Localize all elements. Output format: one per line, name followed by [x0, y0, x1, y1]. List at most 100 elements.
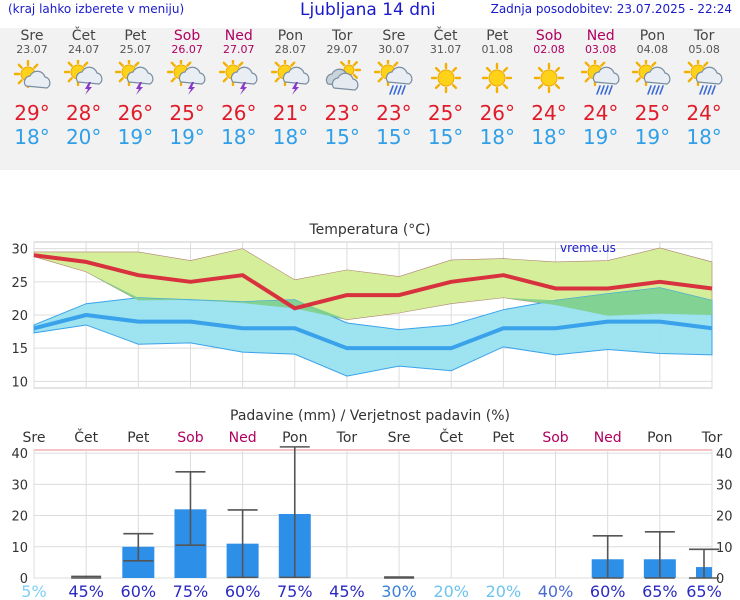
- sun-rain-icon: [373, 60, 413, 95]
- day-name: Sob: [535, 28, 563, 44]
- precipitation-y-tick-right: 40: [716, 447, 733, 462]
- day-date: 04.08: [636, 43, 669, 56]
- max-temperature: 26°: [479, 101, 516, 125]
- min-temperature: 19°: [169, 125, 205, 149]
- sun-thunderstorm-icon: [218, 60, 258, 95]
- max-temperature: 24°: [582, 101, 619, 125]
- min-temperature: 18°: [272, 125, 309, 149]
- day-date: 28.07: [274, 43, 307, 56]
- max-temperature: 23°: [376, 101, 412, 125]
- precipitation-probability: 65%: [642, 582, 678, 600]
- min-temperature: 18°: [479, 125, 516, 149]
- max-temperature: 24°: [531, 101, 567, 125]
- sun-thunderstorm-icon: [167, 60, 206, 95]
- temperature-y-tick: 15: [11, 342, 28, 357]
- sunny-icon: [533, 62, 565, 94]
- precipitation-probability: 20%: [486, 582, 522, 600]
- min-temperature: 19°: [634, 125, 671, 149]
- min-temperature: 15°: [376, 125, 412, 149]
- day-column: Sre 23.07 29° 18°: [6, 28, 58, 148]
- partly-cloudy-icon: [13, 60, 51, 89]
- page-title: Ljubljana 14 dni: [300, 0, 436, 20]
- min-temperature-line: [33, 313, 713, 351]
- sun-rain-icon: [580, 60, 620, 95]
- max-temperature: 25°: [427, 101, 464, 125]
- header: (kraj lahko izberete v meniju) Ljubljana…: [0, 0, 740, 24]
- precipitation-probability: 60%: [590, 582, 626, 600]
- precipitation-probability: 60%: [121, 582, 157, 600]
- sun-thunderstorm-icon: [270, 60, 309, 95]
- precipitation-probability: 75%: [173, 582, 209, 600]
- day-name: Ned: [224, 28, 253, 44]
- precipitation-probability: 60%: [225, 582, 261, 600]
- temperature-chart-title: Temperatura (°C): [308, 222, 430, 238]
- sun-thunderstorm-icon: [115, 60, 154, 95]
- day-name: Čet: [433, 28, 458, 44]
- precipitation-probability: 45%: [68, 582, 104, 600]
- precipitation-chart-title: Padavine (mm) / Verjetnost padavin (%): [230, 408, 510, 424]
- precipitation-probability: 20%: [433, 582, 469, 600]
- precipitation-probability: 30%: [381, 582, 417, 600]
- precipitation-probability: 5%: [21, 582, 46, 600]
- day-column: Sob 02.08 24° 18°: [523, 28, 575, 148]
- location-menu-hint[interactable]: (kraj lahko izberete v meniju): [8, 2, 185, 16]
- precipitation-probability: 45%: [329, 582, 365, 600]
- sunny-icon: [430, 62, 461, 94]
- cloudy-icon: [326, 60, 362, 91]
- band-overlap: [34, 256, 712, 320]
- precipitation-y-tick-left: 40: [11, 447, 28, 462]
- day-column: Sob 26.07 25° 19°: [161, 28, 213, 148]
- precipitation-y-tick-left: 10: [11, 541, 28, 556]
- temperature-y-tick: 20: [11, 309, 28, 324]
- precipitation-y-tick-right: 30: [716, 478, 733, 493]
- max-temperature: 23°: [324, 101, 360, 125]
- precipitation-y-tick-left: 30: [11, 478, 28, 493]
- precipitation-x-label: Sob: [177, 430, 203, 446]
- day-date: 24.07: [67, 43, 100, 56]
- day-name: Tor: [693, 28, 715, 44]
- precipitation-y-tick-right: 20: [716, 510, 733, 525]
- min-temperature: 18°: [531, 125, 567, 149]
- day-column: Pon 04.08 25° 19°: [626, 28, 678, 148]
- max-temperature: 25°: [169, 101, 205, 125]
- day-name: Sre: [382, 28, 406, 44]
- day-date: 25.07: [119, 43, 152, 56]
- precipitation-probability: 75%: [277, 582, 313, 600]
- day-column: Sre 30.07 23° 15°: [368, 28, 420, 148]
- precipitation-x-label: Sre: [23, 430, 46, 446]
- min-temperature: 15°: [324, 125, 360, 149]
- day-name: Pet: [486, 28, 509, 44]
- temperature-y-tick: 10: [11, 375, 28, 390]
- day-column: Pet 25.07 26° 19°: [109, 28, 161, 148]
- min-temperature: 20°: [65, 125, 102, 149]
- precipitation-y-tick-right: 0: [716, 572, 724, 587]
- precipitation-x-label: Ned: [229, 430, 257, 446]
- max-temperature: 24°: [686, 101, 722, 125]
- day-name: Tor: [331, 28, 353, 44]
- day-column: Čet 31.07 25° 15°: [420, 28, 472, 148]
- day-name: Sob: [173, 28, 201, 44]
- precipitation-y-tick-left: 0: [20, 572, 28, 587]
- sun-rain-icon: [632, 60, 671, 95]
- day-date: 03.08: [584, 43, 617, 56]
- day-date: 26.07: [171, 43, 203, 56]
- day-column: Pet 01.08 26° 18°: [471, 28, 523, 148]
- precipitation-x-label: Ned: [594, 430, 622, 446]
- precipitation-y-tick-left: 20: [11, 510, 28, 525]
- day-name: Pon: [639, 28, 666, 44]
- day-date: 02.08: [533, 43, 565, 56]
- day-name: Ned: [586, 28, 615, 44]
- max-temperature: 29°: [14, 101, 50, 125]
- max-temperature: 25°: [634, 101, 671, 125]
- precipitation-y-tick-right: 10: [716, 541, 733, 556]
- sunny-icon: [482, 62, 513, 94]
- precipitation-probability: 40%: [538, 582, 574, 600]
- day-date: 05.08: [688, 43, 720, 56]
- day-column: Tor 05.08 24° 18°: [678, 28, 730, 148]
- sun-thunderstorm-icon: [63, 60, 103, 95]
- day-name: Pon: [277, 28, 304, 44]
- temperature-chart: Temperatura (°C) 10 15 20 25 30 vreme.us: [11, 222, 713, 390]
- min-temperature: 18°: [686, 125, 722, 149]
- precipitation-x-label: Sre: [388, 430, 411, 446]
- max-temperature: 28°: [65, 101, 102, 125]
